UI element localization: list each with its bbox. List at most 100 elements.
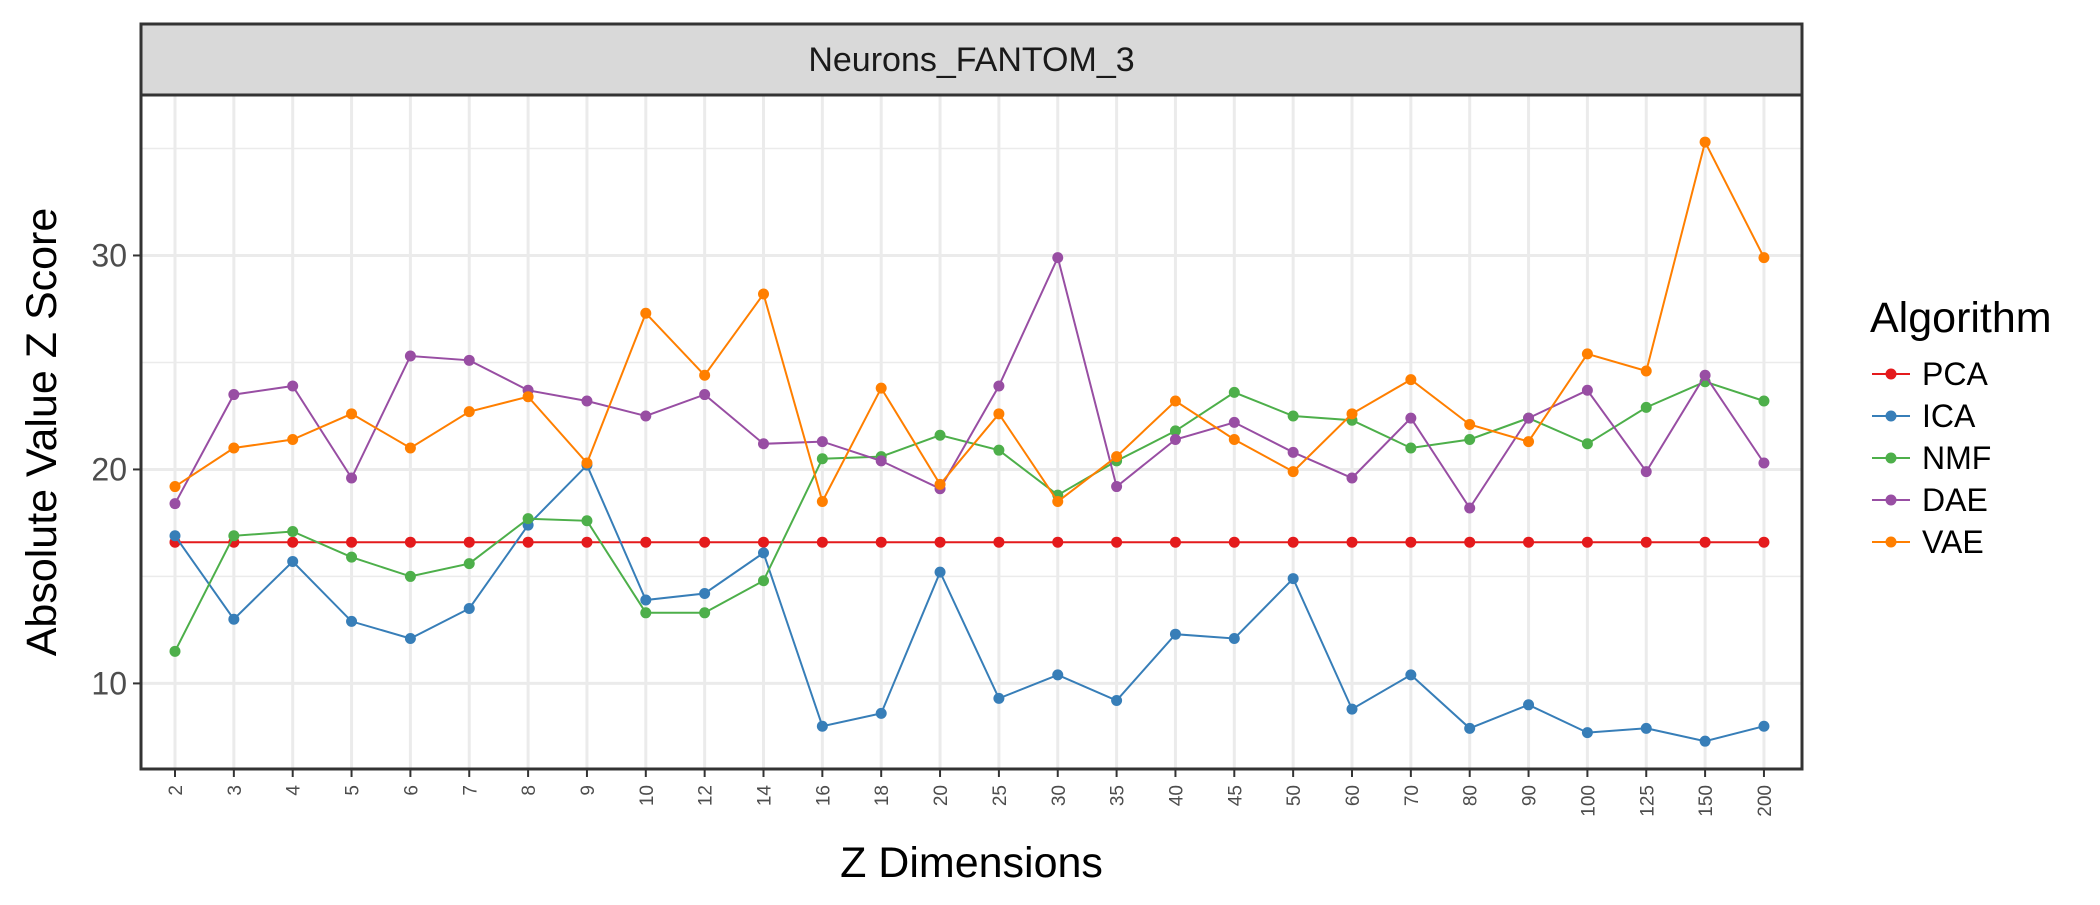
data-point-nmf <box>1287 410 1299 422</box>
data-point-pca <box>1640 536 1652 548</box>
x-tick-label: 18 <box>872 785 893 806</box>
data-point-ica <box>1111 695 1123 707</box>
x-tick-label: 70 <box>1402 785 1423 806</box>
series-line-nmf <box>174 380 1765 652</box>
x-tick-label: 90 <box>1520 785 1541 806</box>
data-point-nmf <box>1640 401 1652 413</box>
legend-label: PCA <box>1922 356 1988 392</box>
data-point-ica <box>169 530 181 542</box>
x-tick-label: 150 <box>1696 785 1717 817</box>
data-point-pca <box>1758 536 1770 548</box>
x-tick-label: 30 <box>1049 785 1070 806</box>
data-point-dae <box>640 410 652 422</box>
data-point-vae <box>228 442 240 454</box>
data-point-nmf <box>699 607 711 619</box>
data-point-nmf <box>581 515 593 527</box>
facet-label: Neurons_FANTOM_3 <box>808 41 1134 79</box>
data-point-vae <box>1699 136 1711 148</box>
data-point-ica <box>228 613 240 625</box>
x-tick-label: 10 <box>637 785 658 806</box>
data-point-dae <box>1052 252 1064 264</box>
data-point-nmf <box>934 429 946 441</box>
legend-label: ICA <box>1922 398 1976 434</box>
data-point-vae <box>1287 466 1299 478</box>
data-point-pca <box>640 536 652 548</box>
data-point-ica <box>816 720 828 732</box>
data-point-nmf <box>169 645 181 657</box>
data-point-pca <box>404 536 416 548</box>
plot-panel-border <box>139 93 1804 771</box>
data-point-nmf <box>640 607 652 619</box>
x-tick-label: 40 <box>1166 785 1187 806</box>
x-tick-label: 5 <box>343 785 364 796</box>
legend-key-point <box>1885 494 1897 506</box>
data-point-vae <box>640 307 652 319</box>
data-point-vae <box>1640 365 1652 377</box>
grid-lines <box>141 95 1802 769</box>
data-point-ica <box>1758 720 1770 732</box>
x-tick-label: 60 <box>1343 785 1364 806</box>
data-point-dae <box>463 354 475 366</box>
x-tick-label: 20 <box>931 785 952 806</box>
y-tick-label: 10 <box>91 665 127 701</box>
data-point-pca <box>875 536 887 548</box>
y-tick-label: 20 <box>91 451 127 487</box>
legend-key-point <box>1885 452 1897 464</box>
data-point-dae <box>1169 433 1181 445</box>
data-point-ica <box>1228 632 1240 644</box>
data-point-pca <box>1581 536 1593 548</box>
data-point-dae <box>1758 457 1770 469</box>
x-tick-label: 7 <box>460 785 481 796</box>
data-point-pca <box>1052 536 1064 548</box>
data-point-ica <box>1287 573 1299 585</box>
x-tick-label: 80 <box>1461 785 1482 806</box>
data-point-dae <box>1287 446 1299 458</box>
x-tick-label: 14 <box>755 785 776 807</box>
legend-label: NMF <box>1922 440 1991 476</box>
data-point-pca <box>1405 536 1417 548</box>
data-point-vae <box>1581 348 1593 360</box>
series-line-vae <box>174 139 1765 505</box>
data-point-dae <box>1640 466 1652 478</box>
data-point-pca <box>699 536 711 548</box>
series-vae <box>169 136 1770 508</box>
data-point-ica <box>1581 727 1593 739</box>
data-point-dae <box>699 389 711 401</box>
data-point-ica <box>404 632 416 644</box>
data-point-nmf <box>758 575 769 587</box>
data-point-pca <box>993 536 1005 548</box>
data-point-dae <box>1464 502 1476 514</box>
data-point-pca <box>1523 536 1535 548</box>
data-point-dae <box>1405 412 1417 424</box>
data-point-pca <box>522 536 534 548</box>
data-point-dae <box>1523 412 1535 424</box>
data-point-dae <box>1699 369 1711 381</box>
x-tick-label: 3 <box>225 785 246 796</box>
data-point-dae <box>1111 481 1123 493</box>
data-point-vae <box>346 408 358 420</box>
x-tick-label: 50 <box>1284 785 1305 806</box>
series-line-dae <box>174 254 1765 510</box>
data-point-pca <box>581 536 593 548</box>
series-layer <box>169 136 1770 747</box>
data-point-ica <box>1699 735 1711 747</box>
data-point-ica <box>463 603 475 615</box>
x-tick-label: 8 <box>519 785 540 796</box>
data-point-ica <box>1346 703 1358 715</box>
data-point-pca <box>1699 536 1711 548</box>
data-point-ica <box>699 588 711 600</box>
data-point-vae <box>993 408 1005 420</box>
data-point-vae <box>581 457 593 469</box>
data-point-ica <box>1169 628 1181 640</box>
data-point-vae <box>1111 451 1123 463</box>
x-tick-label: 4 <box>284 785 305 796</box>
x-tick-label: 12 <box>696 785 717 806</box>
data-point-ica <box>1052 669 1064 681</box>
data-point-ica <box>640 594 652 606</box>
data-point-vae <box>934 478 946 490</box>
data-point-ica <box>346 615 358 627</box>
legend-item-nmf: NMF <box>1872 440 1991 476</box>
data-point-pca <box>1169 536 1181 548</box>
data-point-dae <box>993 380 1005 392</box>
